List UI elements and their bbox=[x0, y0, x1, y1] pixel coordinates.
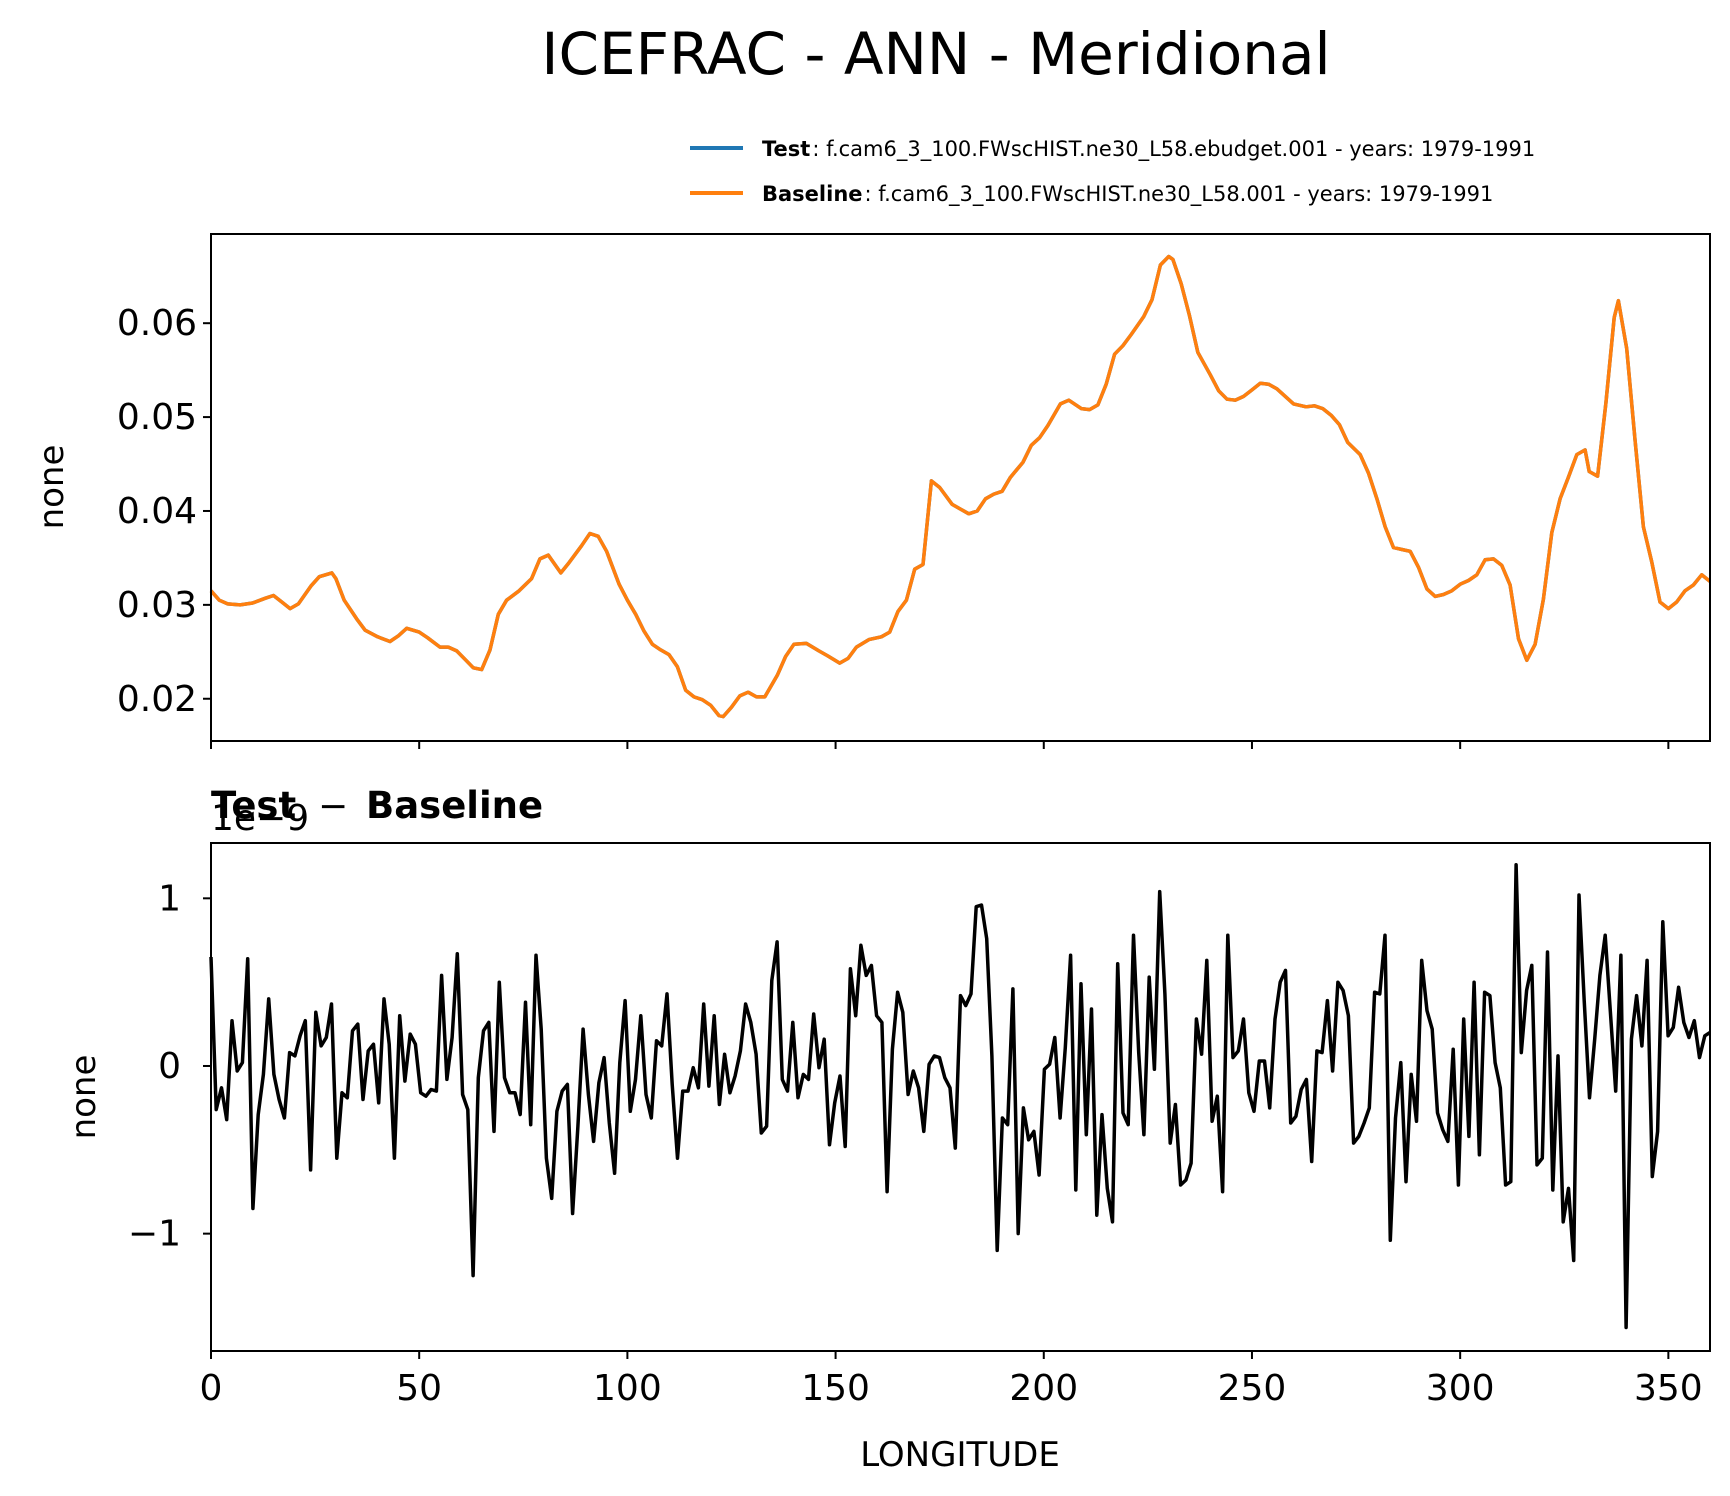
x-axis-label: LONGITUDE bbox=[860, 1435, 1060, 1475]
top-y-tick-label: 0.05 bbox=[117, 397, 197, 438]
legend-test-desc: : f.cam6_3_100.FWscHIST.ne30_L58.ebudget… bbox=[812, 137, 1535, 162]
difference-series-line bbox=[209, 863, 1711, 1330]
bottom-panel-title: Test − Baseline bbox=[211, 784, 543, 827]
legend-baseline-desc: : f.cam6_3_100.FWscHIST.ne30_L58.001 - y… bbox=[865, 182, 1494, 207]
bottom-x-tick-label: 250 bbox=[1218, 1368, 1287, 1409]
bottom-y-tick-label: 1 bbox=[158, 878, 181, 919]
test-series-line bbox=[209, 254, 1712, 719]
bottom-plot-frame bbox=[210, 842, 1711, 1352]
bottom-x-tick-label: 100 bbox=[593, 1368, 662, 1409]
legend: Test : f.cam6_3_100.FWscHIST.ne30_L58.eb… bbox=[690, 137, 1535, 207]
bottom-title-test: Test bbox=[211, 784, 296, 827]
top-series-group bbox=[209, 254, 1712, 719]
bottom-x-tick-label: 0 bbox=[200, 1368, 223, 1409]
top-plot-frame bbox=[210, 233, 1711, 742]
bottom-y-axis-label: none bbox=[64, 1055, 104, 1140]
bottom-title-minus: − bbox=[318, 786, 348, 827]
top-y-ticks: 0.02 0.03 0.04 0.05 0.06 bbox=[117, 303, 211, 720]
offset-text: 1e−9 bbox=[211, 798, 309, 839]
bottom-x-tick-label: 150 bbox=[801, 1368, 870, 1409]
bottom-title-baseline: Baseline bbox=[366, 784, 543, 827]
top-y-tick-label: 0.04 bbox=[117, 491, 197, 532]
bottom-y-ticks: −1 0 1 bbox=[128, 878, 211, 1255]
top-panel: 0.02 0.03 0.04 0.05 0.06 none bbox=[32, 233, 1712, 749]
bottom-x-tick-label: 300 bbox=[1426, 1368, 1495, 1409]
top-y-tick-label: 0.02 bbox=[117, 679, 197, 720]
legend-test-name: Test bbox=[762, 137, 810, 161]
top-y-tick-label: 0.03 bbox=[117, 585, 197, 626]
bottom-x-tick-label: 50 bbox=[396, 1368, 442, 1409]
top-x-ticks bbox=[210, 741, 1670, 749]
bottom-x-tick-label: 200 bbox=[1009, 1368, 1078, 1409]
bottom-x-ticks: 0 50 100 150 200 250 300 350 bbox=[200, 1351, 1703, 1409]
bottom-panel: 1e−9 Test − Baseline −1 0 1 0 50 100 150 200 25… bbox=[64, 784, 1711, 1475]
bottom-y-tick-label: 0 bbox=[158, 1046, 181, 1087]
figure-title: ICEFRAC - ANN - Meridional bbox=[541, 20, 1330, 88]
bottom-y-tick-label: −1 bbox=[128, 1214, 181, 1255]
bottom-series-group bbox=[209, 863, 1711, 1330]
top-y-axis-label: none bbox=[32, 445, 72, 530]
legend-baseline-name: Baseline bbox=[762, 182, 863, 206]
baseline-series-line bbox=[209, 254, 1712, 719]
bottom-x-tick-label: 350 bbox=[1634, 1368, 1703, 1409]
top-y-tick-label: 0.06 bbox=[117, 303, 197, 344]
